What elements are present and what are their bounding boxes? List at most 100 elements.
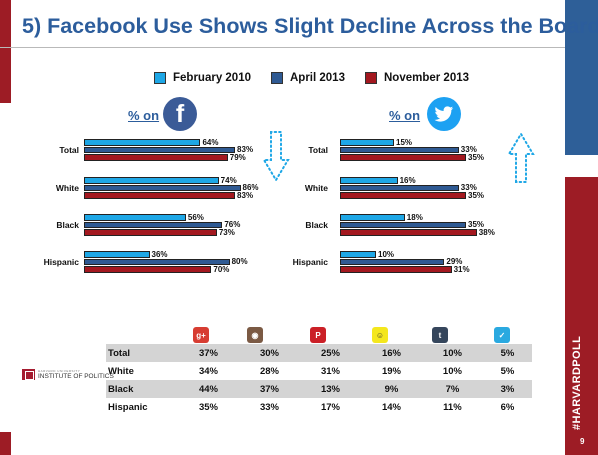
facebook-icon: f	[163, 97, 197, 131]
page-number: 9	[580, 437, 585, 446]
twitter-bar	[340, 221, 466, 228]
chart-legend: February 2010 April 2013 November 2013	[154, 72, 489, 84]
facebook-value-label: 86%	[242, 183, 259, 192]
bottom-right-red-band	[565, 177, 598, 455]
pinterest-icon: P	[310, 327, 326, 343]
table-cell: 13%	[299, 380, 361, 398]
table-cell: 44%	[178, 380, 239, 398]
twitter-usage-chart: Total 15% 33% 35% White 16% 33% 35% Black 18% 35% 3…	[292, 137, 495, 274]
legend-item-feb-2010: February 2010	[154, 72, 251, 84]
facebook-value-label: 79%	[229, 152, 246, 162]
legend-label-nov-2013: November 2013	[383, 72, 470, 84]
slide-title: 5) Facebook Use Shows Slight Decline Acr…	[22, 14, 598, 38]
table-cell: 7%	[421, 380, 483, 398]
institute-of-politics-logo: HARVARD UNIVERSITY INSTITUTE OF POLITICS	[22, 369, 114, 380]
table-row: Black 44% 37% 13% 9% 7% 3%	[106, 380, 532, 398]
facebook-decline-arrow-icon	[262, 131, 290, 182]
facebook-bar	[84, 251, 150, 258]
table-cell: 28%	[259, 365, 279, 377]
bottom-left-red-band	[0, 432, 11, 455]
twitter-bar	[340, 214, 405, 221]
twitter-bar	[340, 229, 477, 236]
twitter-value-label: 16%	[399, 175, 416, 185]
table-cell: 11%	[443, 401, 462, 413]
twitter-increase-arrow-icon	[507, 132, 535, 183]
vine-icon: ✓	[494, 327, 510, 343]
facebook-value-label: 74%	[220, 175, 237, 185]
twitter-category-label: Black	[305, 220, 328, 230]
facebook-value-label: 80%	[231, 257, 248, 266]
twitter-bar	[340, 258, 445, 265]
table-cell: 10%	[442, 365, 462, 377]
facebook-category-label: Black	[56, 220, 79, 230]
table-cell: 3%	[482, 380, 532, 398]
twitter-bird-glyph	[434, 105, 454, 122]
facebook-bar	[84, 258, 230, 265]
twitter-value-label: 38%	[478, 227, 495, 237]
table-cell: 10%	[421, 344, 483, 362]
table-row-label: Total	[106, 344, 178, 362]
twitter-bar	[340, 154, 466, 161]
twitter-value-label: 35%	[468, 190, 485, 200]
snapchat-icon: ☺	[372, 327, 388, 343]
twitter-value-label: 35%	[468, 220, 485, 229]
legend-label-feb-2010: February 2010	[173, 72, 251, 84]
legend-item-apr-2013: April 2013	[271, 72, 345, 84]
legend-swatch-feb-2010	[154, 72, 166, 84]
legend-swatch-nov-2013	[364, 72, 377, 84]
logo-university-line: HARVARD UNIVERSITY	[38, 369, 81, 373]
facebook-category-label: Hispanic	[43, 257, 79, 267]
table-cell: 16%	[360, 344, 422, 362]
twitter-value-label: 29%	[446, 257, 463, 266]
google-plus-icon: g+	[193, 327, 209, 343]
facebook-value-label: 56%	[187, 212, 204, 222]
table-row-label: Black	[106, 380, 178, 398]
twitter-bar	[340, 184, 459, 191]
table-cell: 9%	[360, 380, 422, 398]
twitter-category-label: White	[304, 183, 328, 193]
facebook-value-label: 73%	[218, 227, 235, 237]
logo-text: HARVARD UNIVERSITY INSTITUTE OF POLITICS	[38, 369, 114, 380]
facebook-category-label: Total	[59, 145, 79, 155]
facebook-bar	[84, 214, 186, 221]
twitter-percent-label: % on	[389, 108, 421, 123]
table-cell: 37%	[178, 344, 239, 362]
facebook-bar	[84, 221, 223, 228]
twitter-bird-icon	[427, 97, 461, 131]
top-left-red-band	[0, 0, 11, 103]
facebook-bar	[84, 139, 201, 146]
table-cell: 31%	[320, 365, 340, 377]
social-media-usage-table: Total 37% 30% 25% 16% 10% 5% White 34% 28% 31% 19% 1…	[106, 344, 532, 416]
table-row-label: White	[108, 365, 134, 377]
harvard-shield-icon	[22, 369, 35, 380]
twitter-value-label: 33%	[460, 183, 477, 192]
twitter-bar	[340, 139, 394, 146]
logo-name: INSTITUTE OF POLITICS	[38, 373, 114, 380]
twitter-bar	[340, 177, 398, 184]
twitter-category-label: Hispanic	[292, 257, 328, 267]
twitter-category-label: Total	[308, 145, 328, 155]
table-row: Hispanic 35% 33% 17% 14% 11% 6%	[106, 398, 532, 416]
facebook-bar	[84, 229, 217, 236]
table-cell: 25%	[299, 344, 361, 362]
facebook-value-label: 70%	[213, 264, 230, 274]
facebook-percent-label: % on	[128, 108, 160, 123]
table-cell: 37%	[238, 380, 300, 398]
facebook-category-label: White	[55, 183, 79, 193]
harvard-poll-hashtag: #HARVARDPOLL	[571, 335, 583, 430]
table-cell: 30%	[238, 344, 300, 362]
table-cell: 35%	[198, 401, 218, 413]
facebook-bar	[84, 154, 228, 161]
instagram-icon: ◉	[247, 327, 263, 343]
facebook-usage-chart: Total 64% 83% 79% White 74% 86% 83% Black 56% 76% 7…	[0, 0, 300, 300]
facebook-value-label: 83%	[237, 145, 254, 154]
twitter-value-label: 15%	[396, 137, 413, 147]
tumblr-icon: t	[432, 327, 448, 343]
facebook-value-label: 83%	[237, 190, 254, 200]
twitter-value-label: 10%	[378, 249, 395, 259]
table-row-label: Hispanic	[108, 401, 148, 413]
twitter-bar	[340, 192, 466, 199]
title-divider	[0, 47, 565, 48]
facebook-value-label: 76%	[224, 220, 241, 229]
facebook-bar	[84, 177, 219, 184]
